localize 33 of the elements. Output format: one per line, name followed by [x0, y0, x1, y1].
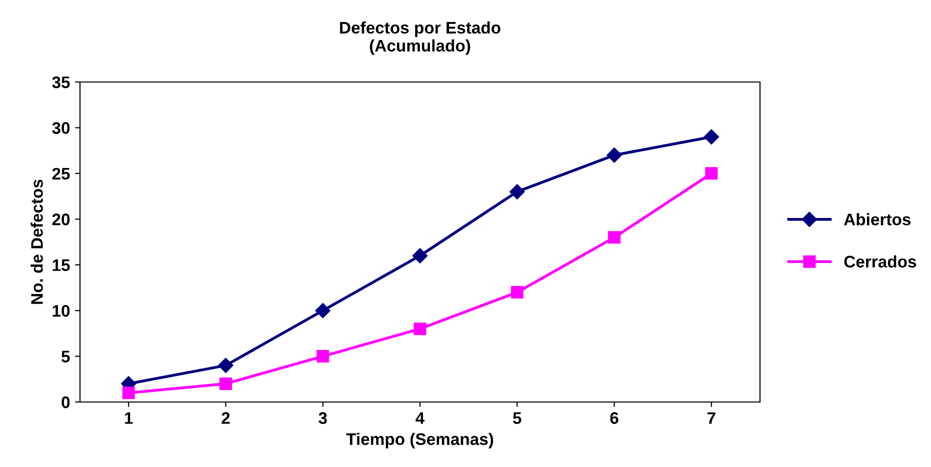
x-tick-label: 7 — [708, 412, 716, 424]
y-tick-label: 10 — [52, 304, 70, 317]
x-tick-label: 2 — [222, 412, 230, 424]
point — [608, 231, 621, 244]
legend-label: Cerrados — [844, 255, 916, 268]
x-tick-label: 3 — [318, 412, 327, 424]
y-tick-label: 20 — [52, 214, 70, 226]
y-tick-label: 30 — [52, 122, 70, 134]
y-axis-title: No. de Defectos — [30, 180, 43, 304]
y-tick-label: 0 — [62, 396, 70, 408]
point — [510, 286, 524, 299]
y-tick-label: 15 — [52, 259, 70, 272]
y-tick-label: 5 — [62, 350, 70, 362]
y-tick-label: 25 — [52, 168, 70, 180]
x-tick-label: 5 — [513, 412, 522, 424]
point — [219, 377, 232, 390]
point — [510, 184, 525, 200]
chart-title: Defectos por Estado (Acumulado) — [340, 21, 500, 55]
point — [704, 129, 719, 144]
legend-label: Abiertos — [844, 213, 911, 226]
x-tick-label: 1 — [124, 412, 133, 424]
point — [412, 248, 428, 264]
x-tick-label: 6 — [610, 412, 618, 424]
point — [122, 386, 135, 400]
point — [218, 358, 234, 373]
point — [316, 350, 330, 363]
x-axis-title: Tiempo (Semanas) — [346, 432, 494, 448]
y-tick-label: 35 — [52, 76, 70, 88]
x-tick-label: 4 — [416, 412, 425, 424]
point — [414, 322, 426, 336]
point — [705, 167, 718, 180]
point — [606, 148, 622, 163]
point — [315, 303, 330, 318]
